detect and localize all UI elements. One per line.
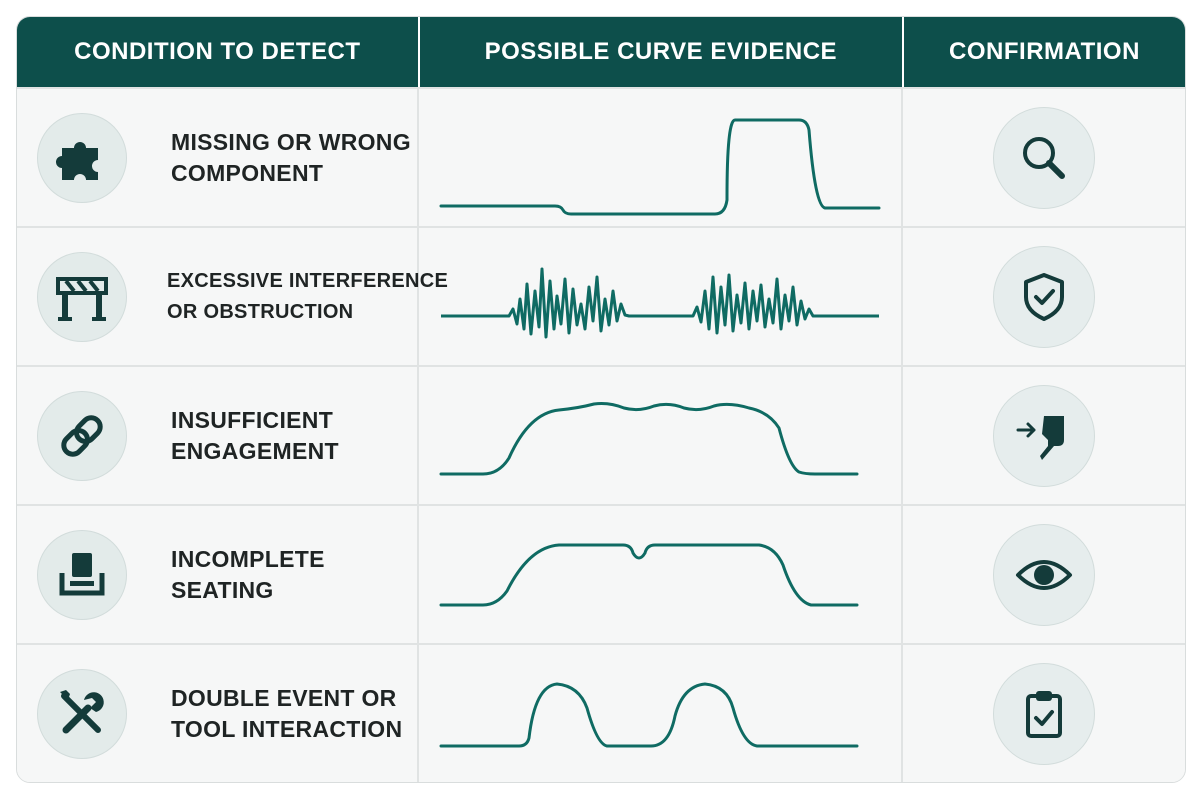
curve-cell bbox=[419, 367, 903, 504]
label-line: ENGAGEMENT bbox=[171, 437, 339, 464]
puzzle-piece-icon bbox=[37, 112, 127, 203]
wavy-plateau-curve bbox=[439, 402, 859, 476]
curve-cell bbox=[419, 89, 903, 226]
confirmation-cell bbox=[903, 89, 1185, 226]
clipboard-check-icon bbox=[993, 662, 1095, 765]
curve-cell bbox=[419, 645, 903, 782]
step-up-plateau-curve bbox=[439, 118, 881, 216]
table-row: MISSING OR WRONG COMPONENT bbox=[17, 87, 1185, 226]
label-line: DOUBLE EVENT OR bbox=[171, 684, 397, 711]
plateau-with-dip-curve bbox=[439, 543, 859, 607]
noisy-bursts-curve bbox=[441, 267, 879, 339]
label-line: TOOL INTERACTION bbox=[171, 715, 403, 742]
condition-cell: DOUBLE EVENT OR TOOL INTERACTION bbox=[17, 645, 419, 782]
condition-cell: EXCESSIVE INTERFERENCE OR OBSTRUCTION bbox=[17, 228, 448, 365]
double-peak-curve bbox=[439, 682, 859, 748]
label-line: INSUFFICIENT bbox=[171, 406, 334, 433]
condition-label: INSUFFICIENT ENGAGEMENT bbox=[171, 405, 339, 467]
header-condition: CONDITION TO DETECT bbox=[17, 17, 420, 87]
table-row: DOUBLE EVENT OR TOOL INTERACTION bbox=[17, 643, 1185, 782]
label-line: OR OBSTRUCTION bbox=[167, 300, 354, 323]
detection-table: CONDITION TO DETECT POSSIBLE CURVE EVIDE… bbox=[16, 16, 1186, 783]
label-line: EXCESSIVE INTERFERENCE bbox=[167, 269, 449, 292]
shield-check-icon bbox=[993, 245, 1095, 348]
condition-cell: MISSING OR WRONG COMPONENT bbox=[17, 89, 419, 226]
condition-label: EXCESSIVE INTERFERENCE OR OBSTRUCTION bbox=[167, 266, 448, 328]
header-evidence: POSSIBLE CURVE EVIDENCE bbox=[420, 17, 904, 87]
condition-label: MISSING OR WRONG COMPONENT bbox=[171, 127, 411, 189]
wrench-screwdriver-icon bbox=[37, 668, 127, 759]
confirmation-cell bbox=[903, 228, 1185, 365]
confirmation-cell bbox=[903, 367, 1185, 504]
condition-label: INCOMPLETE SEATING bbox=[171, 544, 325, 606]
curve-cell bbox=[419, 228, 903, 365]
table-header: CONDITION TO DETECT POSSIBLE CURVE EVIDE… bbox=[17, 17, 1185, 87]
eye-icon bbox=[993, 523, 1095, 626]
chain-link-icon bbox=[37, 390, 127, 481]
label-line: INCOMPLETE bbox=[171, 545, 325, 572]
confirmation-cell bbox=[903, 645, 1185, 782]
curve-cell bbox=[419, 506, 903, 643]
label-line: MISSING OR WRONG bbox=[171, 128, 411, 155]
confirmation-cell bbox=[903, 506, 1185, 643]
barrier-icon bbox=[37, 251, 127, 342]
table-row: INSUFFICIENT ENGAGEMENT bbox=[17, 365, 1185, 504]
label-line: COMPONENT bbox=[171, 159, 324, 186]
label-line: SEATING bbox=[171, 576, 274, 603]
table-row: EXCESSIVE INTERFERENCE OR OBSTRUCTION bbox=[17, 226, 1185, 365]
magnifier-icon bbox=[993, 106, 1095, 209]
condition-label: DOUBLE EVENT OR TOOL INTERACTION bbox=[171, 683, 402, 745]
condition-cell: INCOMPLETE SEATING bbox=[17, 506, 419, 643]
table-row: INCOMPLETE SEATING bbox=[17, 504, 1185, 643]
header-confirmation: CONFIRMATION bbox=[949, 38, 1140, 65]
condition-cell: INSUFFICIENT ENGAGEMENT bbox=[17, 367, 419, 504]
insert-arrow-icon bbox=[993, 384, 1095, 487]
seat-icon bbox=[37, 529, 127, 620]
